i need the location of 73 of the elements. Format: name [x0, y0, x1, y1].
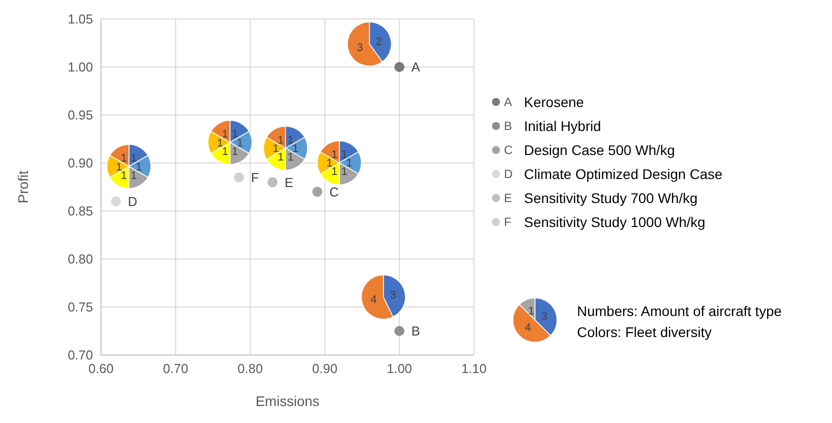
annotation: 1 — [326, 158, 333, 170]
annotation: 1 — [222, 128, 228, 141]
annotation: 1 — [278, 152, 284, 164]
annotation: 1 — [130, 152, 137, 165]
annotation: 3 — [390, 290, 396, 302]
annotation: 1 — [217, 137, 224, 150]
point — [110, 196, 121, 206]
x-tick-label: 1.00 — [386, 361, 412, 376]
annotation: 1 — [120, 152, 128, 165]
annotation: 1 — [346, 158, 352, 170]
legend-label: Climate Optimized Design Case — [524, 166, 723, 182]
annotation: 1 — [116, 161, 122, 174]
point — [394, 326, 404, 336]
annotation: 1 — [292, 143, 299, 156]
data-label: A — [411, 60, 420, 75]
annotation: 1 — [136, 161, 142, 174]
point — [394, 62, 404, 72]
annotation: 1 — [232, 146, 238, 158]
text: 1 — [528, 306, 534, 318]
annotation: 1 — [287, 134, 294, 146]
y-tick-label: 0.75 — [68, 300, 93, 315]
data-label: B — [411, 324, 420, 339]
data-label: F — [251, 170, 260, 185]
annotation: 3 — [356, 42, 364, 54]
text: F — [504, 215, 512, 230]
x-tick-label: 1.10 — [461, 361, 487, 376]
annotation: 1 — [287, 152, 294, 164]
annotation: 1 — [272, 143, 279, 156]
annotation: 4 — [370, 294, 377, 306]
annotation: 1 — [278, 134, 284, 146]
annotation: 1 — [331, 149, 338, 162]
point — [312, 186, 322, 197]
y-tick-label: 0.85 — [68, 204, 93, 219]
text: D — [504, 167, 513, 182]
x-axis-title: Emissions — [256, 393, 320, 409]
x-tick-label: 0.90 — [312, 361, 338, 376]
data-label: D — [128, 194, 138, 209]
y-tick-label: 1.00 — [68, 60, 93, 75]
point — [268, 177, 278, 188]
data-label: C — [329, 184, 339, 200]
annotation: 1 — [232, 128, 238, 141]
text: E — [504, 191, 512, 206]
legend-label: Design Case 500 Wh/kg — [524, 142, 675, 158]
annotation: 2 — [376, 36, 382, 48]
y-tick-label: 0.90 — [68, 156, 93, 171]
point — [234, 172, 244, 182]
data-label: E — [284, 174, 294, 190]
annotation: 1 — [331, 166, 338, 178]
annotation: 1 — [222, 146, 228, 158]
annotation: 1 — [120, 170, 128, 182]
y-tick-label: 1.05 — [68, 12, 93, 27]
legend-label: Sensitivity Study 1000 Wh/kg — [524, 214, 706, 230]
legend-label: Kerosene — [524, 94, 584, 110]
text: 4 — [524, 322, 532, 334]
x-tick-label: 0.70 — [162, 361, 188, 376]
y-tick-label: 0.95 — [68, 108, 93, 123]
y-tick-label: 0.70 — [68, 348, 93, 363]
legend-label: Initial Hybrid — [524, 118, 602, 134]
text: A — [504, 95, 512, 110]
text: 3 — [541, 311, 548, 324]
text: Colors: Fleet diversity — [577, 324, 712, 340]
text: B — [504, 119, 512, 134]
annotation: 1 — [236, 137, 243, 150]
y-axis-title: Profit — [15, 170, 31, 204]
text: Numbers: Amount of aircraft type — [577, 302, 782, 319]
annotation: 1 — [130, 170, 137, 182]
y-tick-label: 0.80 — [68, 252, 93, 267]
text: C — [504, 143, 513, 158]
annotation: 1 — [341, 166, 348, 178]
legend-label: Sensitivity Study 700 Wh/kg — [524, 190, 698, 206]
annotation: 1 — [341, 149, 348, 162]
x-tick-label: 0.60 — [88, 361, 114, 376]
x-tick-label: 0.80 — [238, 361, 263, 376]
